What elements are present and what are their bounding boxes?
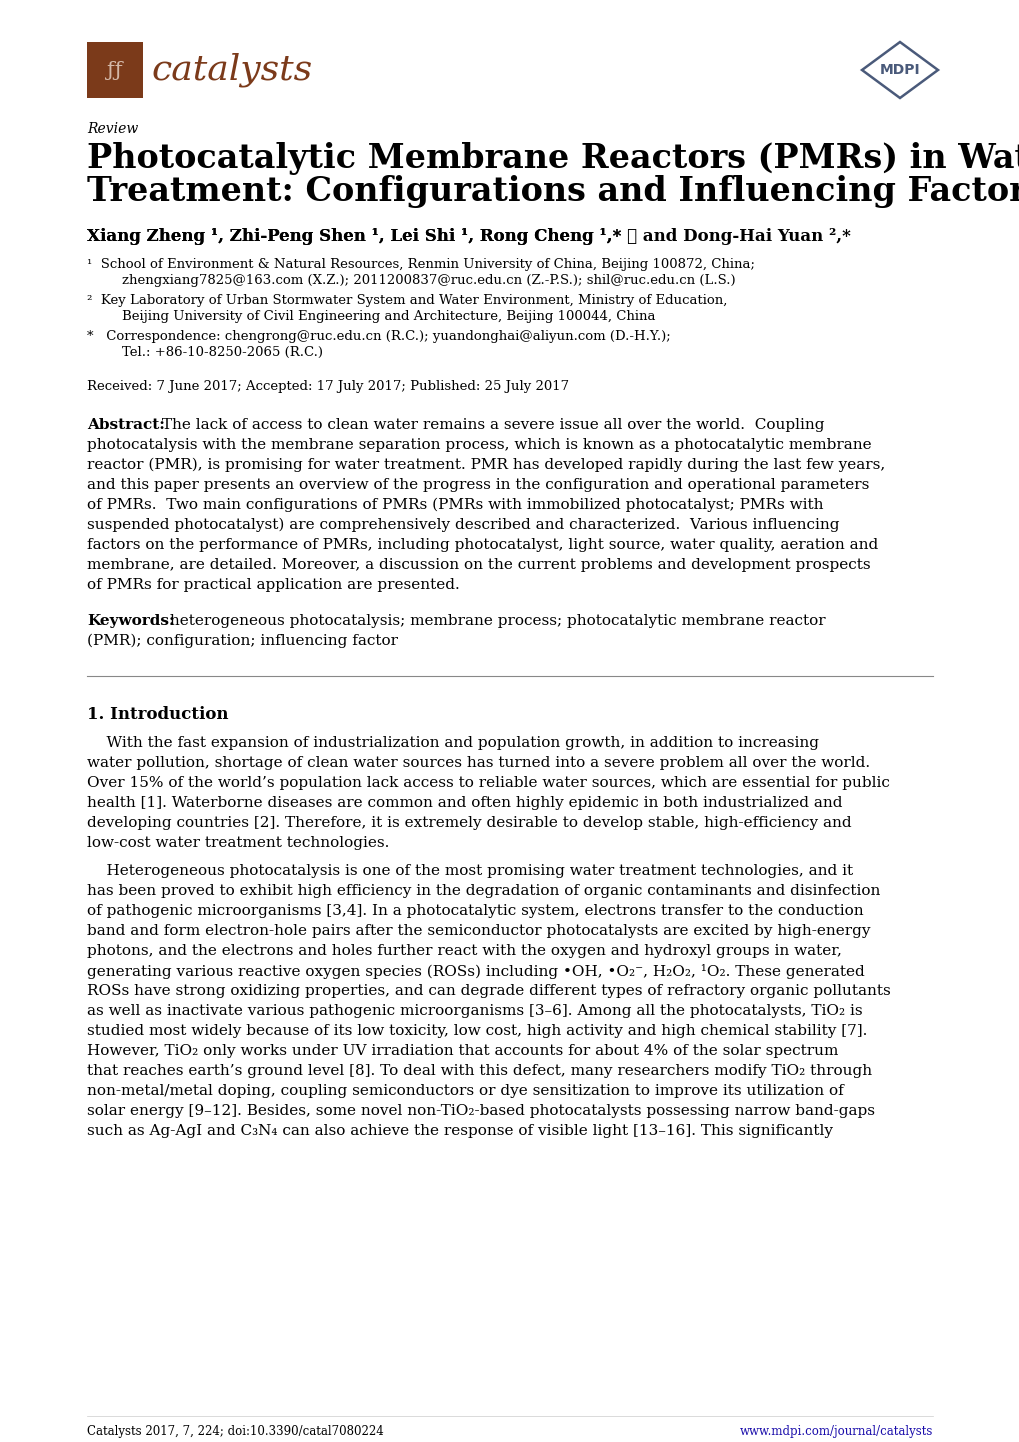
Text: ¹  School of Environment & Natural Resources, Renmin University of China, Beijin: ¹ School of Environment & Natural Resour… — [87, 258, 754, 271]
Text: and this paper presents an overview of the progress in the configuration and ope: and this paper presents an overview of t… — [87, 477, 868, 492]
Text: studied most widely because of its low toxicity, low cost, high activity and hig: studied most widely because of its low t… — [87, 1024, 866, 1038]
Text: Beijing University of Civil Engineering and Architecture, Beijing 100044, China: Beijing University of Civil Engineering … — [105, 310, 655, 323]
Text: health [1]. Waterborne diseases are common and often highly epidemic in both ind: health [1]. Waterborne diseases are comm… — [87, 796, 842, 810]
Text: Received: 7 June 2017; Accepted: 17 July 2017; Published: 25 July 2017: Received: 7 June 2017; Accepted: 17 July… — [87, 381, 569, 394]
Text: ROSs have strong oxidizing properties, and can degrade different types of refrac: ROSs have strong oxidizing properties, a… — [87, 983, 890, 998]
Text: ƒƒ: ƒƒ — [107, 61, 122, 79]
Text: Xiang Zheng ¹, Zhi-Peng Shen ¹, Lei Shi ¹, Rong Cheng ¹,* 🟢 and Dong-Hai Yuan ²,: Xiang Zheng ¹, Zhi-Peng Shen ¹, Lei Shi … — [87, 228, 850, 245]
Text: low-cost water treatment technologies.: low-cost water treatment technologies. — [87, 836, 389, 849]
Text: Tel.: +86-10-8250-2065 (R.C.): Tel.: +86-10-8250-2065 (R.C.) — [105, 346, 323, 359]
Text: Keywords:: Keywords: — [87, 614, 174, 629]
Text: heterogeneous photocatalysis; membrane process; photocatalytic membrane reactor: heterogeneous photocatalysis; membrane p… — [165, 614, 824, 629]
Text: of pathogenic microorganisms [3,4]. In a photocatalytic system, electrons transf: of pathogenic microorganisms [3,4]. In a… — [87, 904, 863, 919]
Text: as well as inactivate various pathogenic microorganisms [3–6]. Among all the pho: as well as inactivate various pathogenic… — [87, 1004, 862, 1018]
Text: suspended photocatalyst) are comprehensively described and characterized.  Vario: suspended photocatalyst) are comprehensi… — [87, 518, 839, 532]
Text: such as Ag-AgI and C₃N₄ can also achieve the response of visible light [13–16]. : such as Ag-AgI and C₃N₄ can also achieve… — [87, 1123, 833, 1138]
Text: 1. Introduction: 1. Introduction — [87, 707, 228, 722]
Text: The lack of access to clean water remains a severe issue all over the world.  Co: The lack of access to clean water remain… — [157, 418, 823, 433]
Text: Treatment: Configurations and Influencing Factors: Treatment: Configurations and Influencin… — [87, 174, 1019, 208]
Text: Xiang Zheng ¹, Zhi-Peng Shen ¹, Lei Shi ¹, Rong Cheng ¹,*: Xiang Zheng ¹, Zhi-Peng Shen ¹, Lei Shi … — [87, 228, 627, 245]
Text: Review: Review — [87, 123, 139, 136]
Text: photocatalysis with the membrane separation process, which is known as a photoca: photocatalysis with the membrane separat… — [87, 438, 871, 451]
Text: non-metal/metal doping, coupling semiconductors or dye sensitization to improve : non-metal/metal doping, coupling semicon… — [87, 1084, 843, 1097]
Text: membrane, are detailed. Moreover, a discussion on the current problems and devel: membrane, are detailed. Moreover, a disc… — [87, 558, 870, 572]
Text: that reaches earth’s ground level [8]. To deal with this defect, many researcher: that reaches earth’s ground level [8]. T… — [87, 1064, 871, 1079]
Text: With the fast expansion of industrialization and population growth, in addition : With the fast expansion of industrializa… — [87, 735, 818, 750]
Text: solar energy [9–12]. Besides, some novel non-TiO₂-based photocatalysts possessin: solar energy [9–12]. Besides, some novel… — [87, 1105, 874, 1118]
Text: Photocatalytic Membrane Reactors (PMRs) in Water: Photocatalytic Membrane Reactors (PMRs) … — [87, 141, 1019, 174]
Text: (PMR); configuration; influencing factor: (PMR); configuration; influencing factor — [87, 634, 397, 649]
Text: catalysts: catalysts — [151, 53, 312, 88]
Text: Heterogeneous photocatalysis is one of the most promising water treatment techno: Heterogeneous photocatalysis is one of t… — [87, 864, 852, 878]
Text: zhengxiang7825@163.com (X.Z.); 2011200837@ruc.edu.cn (Z.-P.S.); shil@ruc.edu.cn : zhengxiang7825@163.com (X.Z.); 201120083… — [105, 274, 735, 287]
Text: factors on the performance of PMRs, including photocatalyst, light source, water: factors on the performance of PMRs, incl… — [87, 538, 877, 552]
Text: developing countries [2]. Therefore, it is extremely desirable to develop stable: developing countries [2]. Therefore, it … — [87, 816, 851, 831]
Text: water pollution, shortage of clean water sources has turned into a severe proble: water pollution, shortage of clean water… — [87, 756, 869, 770]
FancyBboxPatch shape — [87, 42, 143, 98]
Text: reactor (PMR), is promising for water treatment. PMR has developed rapidly durin: reactor (PMR), is promising for water tr… — [87, 459, 884, 473]
Text: However, TiO₂ only works under UV irradiation that accounts for about 4% of the : However, TiO₂ only works under UV irradi… — [87, 1044, 838, 1058]
Text: Catalysts 2017, 7, 224; doi:10.3390/catal7080224: Catalysts 2017, 7, 224; doi:10.3390/cata… — [87, 1425, 383, 1438]
Text: generating various reactive oxygen species (ROSs) including •OH, •O₂⁻, H₂O₂, ¹O₂: generating various reactive oxygen speci… — [87, 965, 864, 979]
Text: www.mdpi.com/journal/catalysts: www.mdpi.com/journal/catalysts — [739, 1425, 932, 1438]
Text: Over 15% of the world’s population lack access to reliable water sources, which : Over 15% of the world’s population lack … — [87, 776, 889, 790]
Text: band and form electron-hole pairs after the semiconductor photocatalysts are exc: band and form electron-hole pairs after … — [87, 924, 869, 937]
Text: ²  Key Laboratory of Urban Stormwater System and Water Environment, Ministry of : ² Key Laboratory of Urban Stormwater Sys… — [87, 294, 727, 307]
Text: has been proved to exhibit high efficiency in the degradation of organic contami: has been proved to exhibit high efficien… — [87, 884, 879, 898]
Text: photons, and the electrons and holes further react with the oxygen and hydroxyl : photons, and the electrons and holes fur… — [87, 945, 841, 957]
Text: *   Correspondence: chengrong@ruc.edu.cn (R.C.); yuandonghai@aliyun.com (D.-H.Y.: * Correspondence: chengrong@ruc.edu.cn (… — [87, 330, 671, 343]
Text: Abstract:: Abstract: — [87, 418, 165, 433]
Text: MDPI: MDPI — [878, 63, 919, 76]
Text: of PMRs for practical application are presented.: of PMRs for practical application are pr… — [87, 578, 460, 593]
Text: of PMRs.  Two main configurations of PMRs (PMRs with immobilized photocatalyst; : of PMRs. Two main configurations of PMRs… — [87, 497, 822, 512]
